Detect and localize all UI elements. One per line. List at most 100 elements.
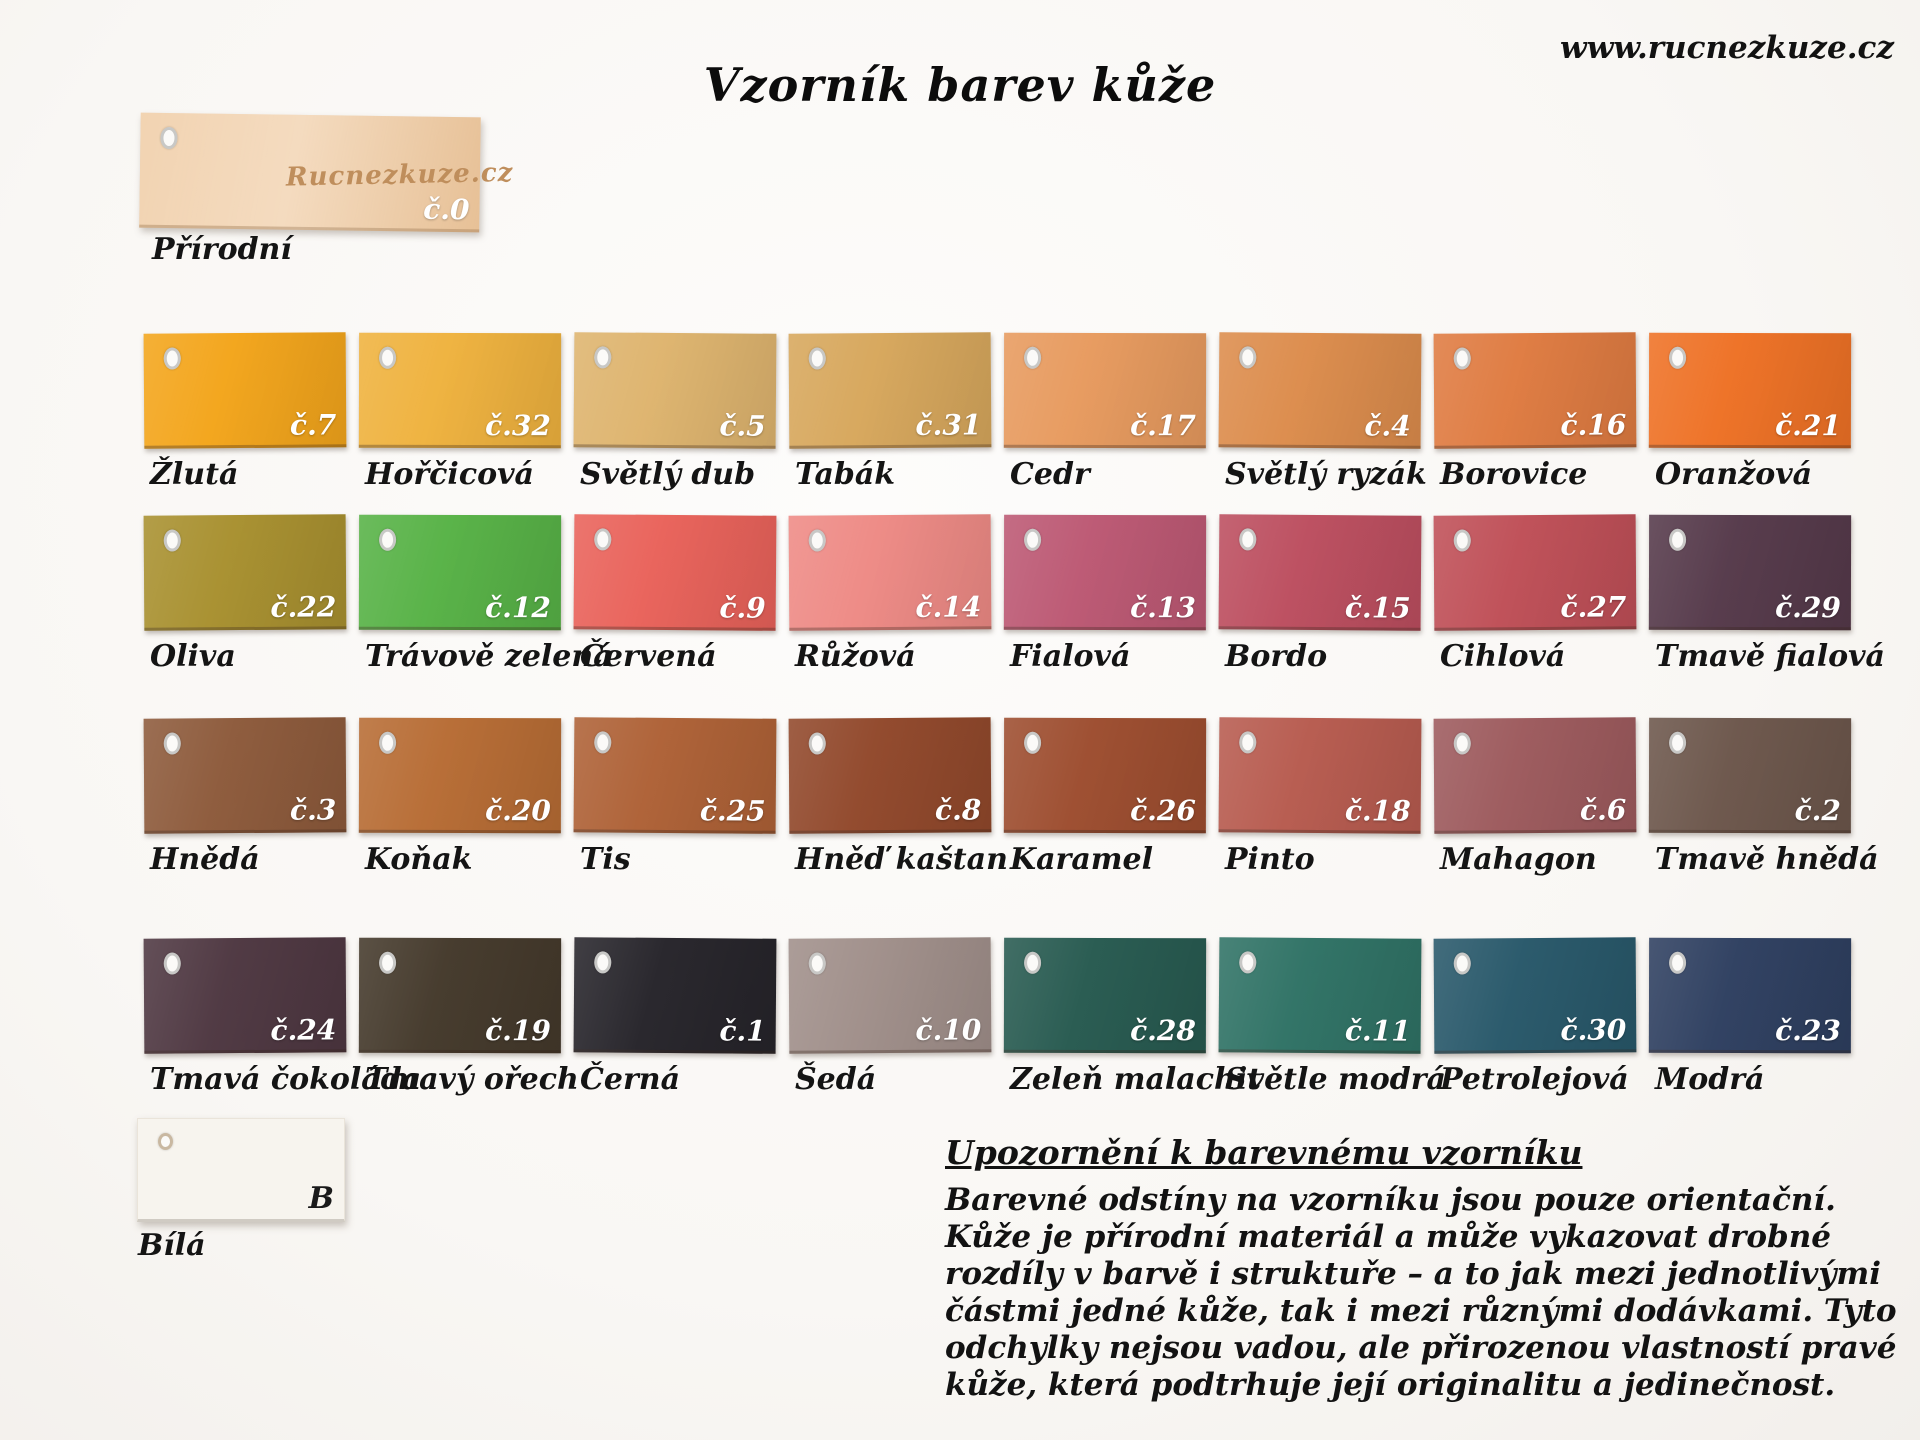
leather-swatch: č.8 (788, 717, 992, 834)
punch-hole-icon (1669, 346, 1687, 369)
swatch-code: č.8 (934, 793, 982, 827)
swatch-name: Žlutá (150, 457, 239, 492)
leather-swatch: č.32 (358, 332, 562, 449)
swatch-code: č.11 (1344, 1014, 1411, 1048)
swatch-code: č.7 (289, 408, 337, 442)
leather-swatch: č.26 (1003, 717, 1207, 834)
swatch-code: č.6 (1579, 793, 1627, 827)
swatch-name: Tmavý ořech (365, 1062, 579, 1097)
swatch-name: Tmavě hnědá (1655, 842, 1879, 877)
punch-hole-icon (379, 528, 397, 551)
swatch-row: č.3 Hnědá č.20 Koňak č.25 Tis č.8 Hněď kaštan č.… (143, 717, 1879, 877)
swatch-cell: č.24 Tmavá čokoláda (143, 937, 421, 1097)
swatch-cell: č.21 Oranžová (1648, 332, 1852, 492)
punch-hole-icon (594, 346, 612, 369)
swatch-code: č.12 (485, 591, 551, 625)
punch-hole-icon (163, 952, 181, 975)
leather-swatch: č.27 (1433, 514, 1637, 631)
leather-swatch: č.9 (573, 514, 777, 631)
swatch-code: č.3 (289, 793, 337, 827)
swatch-cell: č.7 Žlutá (143, 332, 347, 492)
swatch-code: č.23 (1775, 1014, 1841, 1048)
punch-hole-icon (594, 951, 612, 974)
swatch-code: č.21 (1775, 409, 1841, 443)
leather-swatch: č.4 (1218, 332, 1422, 449)
swatch-cell: č.20 Koňak (358, 717, 562, 877)
swatch-code: č.16 (1560, 408, 1627, 442)
website-url: www.rucnezkuze.cz (1560, 30, 1894, 66)
notice-line: odchylky nejsou vadou, ale přirozenou vl… (945, 1330, 1897, 1366)
punch-hole-icon (1453, 952, 1471, 975)
swatch-cell: č.27 Cihlová (1433, 514, 1637, 674)
punch-hole-icon (594, 528, 612, 551)
swatch-code: č.19 (485, 1014, 551, 1048)
punch-hole-icon (1024, 951, 1042, 974)
swatch-code: č.26 (1130, 794, 1196, 828)
notice-line: Kůže je přírodní materiál a může vykazov… (945, 1219, 1831, 1255)
swatch-cell: č.25 Tis (573, 717, 777, 877)
swatch-code: č.25 (699, 794, 766, 828)
swatch-code: č.22 (270, 590, 337, 624)
leather-swatch: č.22 (143, 514, 347, 631)
punch-hole-icon (1024, 731, 1042, 754)
notice-line: částmi jedné kůže, tak i mezi různými do… (945, 1293, 1897, 1329)
punch-hole-icon (1024, 528, 1042, 551)
swatch-cell: č.11 Světle modrá (1218, 937, 1446, 1097)
punch-hole-icon (1453, 732, 1471, 755)
leather-swatch: č.2 (1648, 717, 1852, 834)
swatch-cell: č.13 Fialová (1003, 514, 1207, 674)
swatch-cell: č.18 Pinto (1218, 717, 1422, 877)
swatch-name: Tis (580, 842, 631, 877)
punch-hole-icon (1239, 528, 1257, 551)
natural-leather-tag: Rucnezkuze.cz č.0 (139, 112, 514, 233)
leather-swatch: č.7 (143, 332, 347, 449)
swatch-name: Bílá (138, 1228, 206, 1263)
swatch-code: č.27 (1560, 590, 1627, 624)
notice-block: Upozornění k barevnému vzorníku Barevné … (945, 1133, 1897, 1404)
swatch-name: Černá (580, 1062, 681, 1097)
swatch-cell: č.14 Růžová (788, 514, 992, 674)
punch-hole-icon (1453, 529, 1471, 552)
swatch-code: č.1 (719, 1014, 766, 1048)
leather-swatch: č.19 (358, 937, 562, 1054)
swatch-name: Hněď kaštan (795, 842, 1008, 877)
swatch-code: č.10 (915, 1013, 982, 1047)
punch-hole-icon (1239, 346, 1257, 369)
punch-hole-icon (1239, 951, 1257, 974)
swatch-name: Trávově zelená (365, 639, 613, 674)
swatch-code: č.24 (270, 1013, 337, 1047)
punch-hole-icon (1669, 528, 1687, 551)
swatch-code: B (308, 1181, 334, 1216)
leather-swatch: č.1 (573, 937, 777, 1054)
leather-swatch: č.6 (1433, 717, 1637, 834)
leather-swatch: č.13 (1003, 514, 1207, 631)
swatch-cell: č.23 Modrá (1648, 937, 1852, 1097)
swatch-name: Mahagon (1440, 842, 1597, 877)
swatch-code: č.14 (915, 590, 982, 624)
punch-hole-icon (160, 126, 178, 150)
swatch-cell: č.17 Cedr (1003, 332, 1207, 492)
leather-swatch: č.5 (573, 332, 777, 449)
swatch-cell: č.9 Červená (573, 514, 777, 674)
punch-hole-icon (1024, 346, 1042, 369)
swatch-name: Bordo (1225, 639, 1328, 674)
punch-hole-icon (594, 731, 612, 754)
punch-hole-icon (808, 952, 826, 975)
swatch-name: Šedá (795, 1062, 877, 1097)
white-leather-tag: B (137, 1118, 345, 1222)
swatch-name: Petrolejová (1440, 1062, 1629, 1097)
leather-swatch: č.14 (788, 514, 992, 631)
punch-hole-icon (163, 529, 181, 552)
swatch-cell: č.10 Šedá (788, 937, 992, 1097)
swatch-cell: č.8 Hněď kaštan (788, 717, 1008, 877)
leather-swatch: č.28 (1003, 937, 1207, 1054)
punch-hole-icon (379, 346, 397, 369)
swatch-code: č.5 (719, 409, 766, 443)
swatch-name: Světlý ryzák (1225, 457, 1427, 492)
swatch-cell: č.5 Světlý dub (573, 332, 777, 492)
swatch-row: č.22 Oliva č.12 Trávově zelená č.9 Červená č.1… (143, 514, 1885, 674)
swatch-name: Tabák (795, 457, 896, 492)
swatch-name: Oranžová (1655, 457, 1813, 492)
punch-hole-icon (379, 951, 397, 974)
